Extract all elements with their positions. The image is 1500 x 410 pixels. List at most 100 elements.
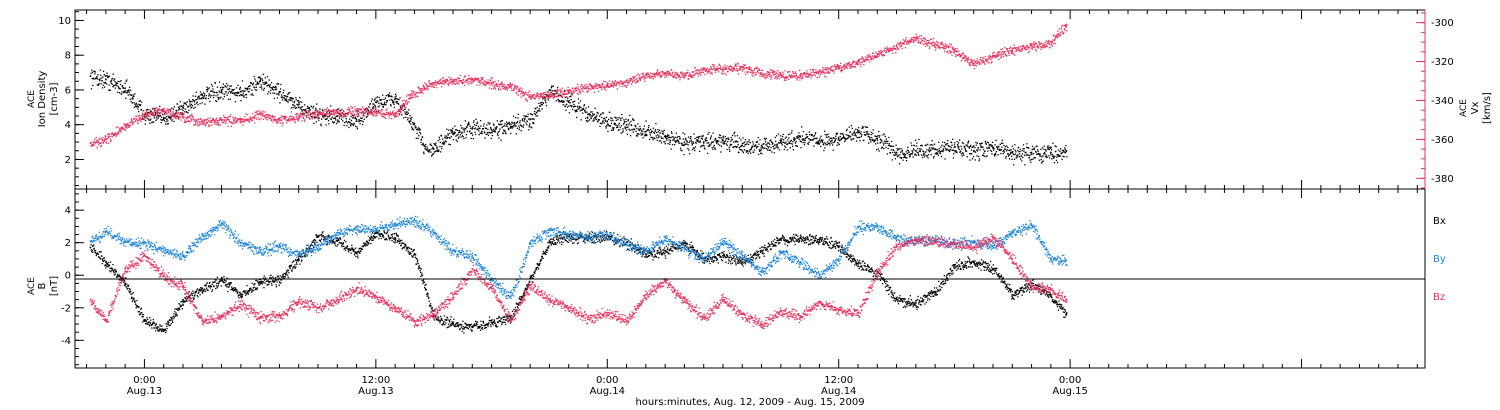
- vx-dot: [101, 137, 103, 139]
- ion-density-dot: [925, 144, 927, 146]
- vx-dot: [804, 75, 807, 77]
- ion-density-dot: [315, 121, 318, 123]
- ion-density-dot: [602, 112, 605, 114]
- ion-density-point: [240, 90, 242, 93]
- ion-density-dot: [862, 127, 864, 129]
- ion-density-dot: [556, 92, 558, 95]
- ion-density-dot: [551, 85, 553, 88]
- vx-dot: [174, 116, 176, 118]
- vx-dot: [183, 116, 185, 118]
- ion-density-dot: [441, 145, 443, 148]
- ion-density-dot: [614, 122, 616, 125]
- ion-density-dot: [957, 145, 959, 147]
- vx-dot: [679, 71, 682, 74]
- vx-dot: [210, 121, 212, 124]
- ion-density-dot: [804, 142, 806, 144]
- ion-density-point: [297, 106, 300, 109]
- ion-density-dot: [300, 108, 303, 111]
- vx-dot: [312, 113, 314, 115]
- vx-dot: [564, 90, 567, 93]
- vx-dot: [449, 82, 451, 85]
- ion-density-dot: [973, 150, 976, 152]
- ion-density-dot: [844, 137, 846, 139]
- ion-density-dot: [774, 147, 776, 149]
- vx-dot: [292, 117, 295, 120]
- ion-density-dot: [935, 152, 938, 154]
- ion-density-dot: [854, 134, 857, 136]
- ion-density-dot: [543, 96, 545, 98]
- ion-density-dot: [256, 89, 258, 91]
- ion-density-dot: [271, 88, 274, 90]
- ion-density-dot: [628, 122, 631, 124]
- ion-density-dot: [622, 130, 624, 132]
- ion-density-dot: [203, 95, 205, 97]
- vx-dot: [671, 74, 673, 77]
- ion-density-dot: [91, 71, 94, 73]
- vx-dot: [100, 144, 103, 147]
- vx-dot: [463, 82, 465, 84]
- ion-density-dot: [616, 117, 618, 119]
- ion-density-dot: [865, 126, 868, 128]
- ion-density-dot: [659, 132, 662, 134]
- ion-density-dot: [944, 141, 946, 144]
- ion-density-dot: [851, 127, 854, 130]
- ion-density-dot: [619, 128, 621, 131]
- vx-dot: [135, 115, 137, 117]
- vx-dot: [731, 70, 734, 73]
- ion-density-dot: [811, 134, 813, 136]
- ion-density-dot: [649, 132, 651, 134]
- vx-dot: [211, 118, 214, 120]
- ion-density-dot: [673, 137, 675, 140]
- ion-density-dot: [245, 96, 247, 99]
- ion-density-dot: [142, 110, 144, 112]
- ion-density-dot: [396, 98, 399, 100]
- vx-dot: [778, 75, 780, 77]
- ion-density-dot: [1033, 148, 1035, 151]
- ion-density-dot: [735, 145, 737, 148]
- vx-dot: [799, 79, 801, 81]
- ion-density-dot: [980, 145, 982, 147]
- ion-density-dot: [717, 140, 719, 142]
- ion-density-dot: [1014, 149, 1016, 151]
- ion-density-dot: [102, 70, 105, 72]
- vx-dot: [566, 93, 569, 95]
- vx-dot: [610, 85, 612, 87]
- vx-dot: [294, 121, 296, 123]
- ion-density-dot: [816, 137, 818, 139]
- ion-density-dot: [874, 139, 876, 141]
- ion-density-dot: [1011, 158, 1013, 160]
- ion-density-dot: [335, 119, 337, 121]
- ion-density-dot: [312, 111, 314, 114]
- vx-dot: [612, 86, 614, 88]
- vx-dot: [161, 108, 164, 110]
- ion-density-dot: [215, 91, 218, 94]
- ion-density-dot: [981, 142, 983, 144]
- ion-density-dot: [304, 109, 306, 111]
- ion-density-dot: [178, 108, 180, 110]
- vx-dot: [184, 119, 186, 121]
- vx-dot: [546, 95, 549, 98]
- vx-dot: [518, 88, 521, 90]
- vx-dot: [500, 88, 502, 91]
- ion-density-dot: [536, 111, 538, 113]
- ion-density-dot: [676, 140, 678, 142]
- ion-density-dot: [387, 96, 390, 98]
- ion-density-dot: [512, 115, 515, 117]
- ion-density-dot: [1029, 159, 1031, 161]
- ion-density-dot: [237, 92, 239, 94]
- ion-density-dot: [504, 130, 506, 132]
- vx-dot: [402, 103, 404, 105]
- ion-density-dot: [610, 122, 613, 125]
- vx-dot: [162, 110, 165, 113]
- ion-density-dot: [440, 135, 442, 137]
- ion-density-dot: [332, 110, 334, 113]
- ion-density-dot: [965, 144, 967, 146]
- vx-dot: [449, 78, 452, 81]
- ion-density-dot: [529, 113, 532, 115]
- vx-dot: [437, 83, 439, 85]
- ion-density-dot: [640, 134, 642, 136]
- vx-dot: [530, 97, 533, 99]
- ion-density-dot: [637, 123, 639, 125]
- ion-density-dot: [451, 129, 453, 131]
- ion-density-dot: [887, 144, 890, 147]
